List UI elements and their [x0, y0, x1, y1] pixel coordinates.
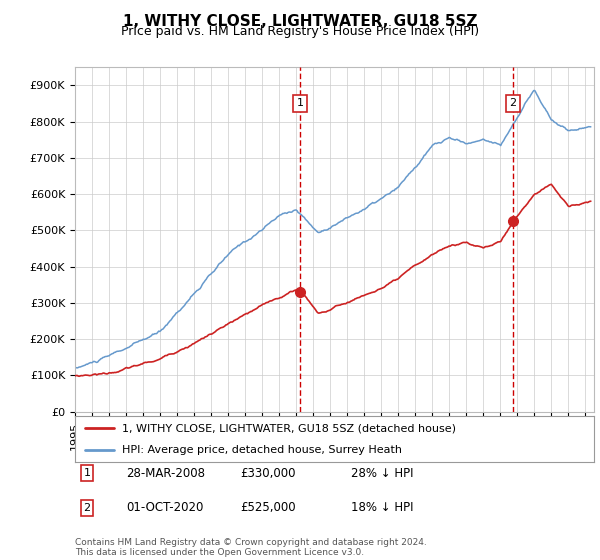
Text: £525,000: £525,000 — [240, 501, 296, 515]
Text: 2: 2 — [83, 503, 91, 513]
Text: 1: 1 — [83, 468, 91, 478]
Text: 28% ↓ HPI: 28% ↓ HPI — [351, 466, 413, 480]
Text: £330,000: £330,000 — [240, 466, 296, 480]
Text: 1, WITHY CLOSE, LIGHTWATER, GU18 5SZ: 1, WITHY CLOSE, LIGHTWATER, GU18 5SZ — [123, 14, 477, 29]
Text: 2: 2 — [509, 99, 517, 109]
Text: HPI: Average price, detached house, Surrey Heath: HPI: Average price, detached house, Surr… — [122, 445, 402, 455]
Text: Price paid vs. HM Land Registry's House Price Index (HPI): Price paid vs. HM Land Registry's House … — [121, 25, 479, 38]
Text: 1: 1 — [296, 99, 304, 109]
Text: 28-MAR-2008: 28-MAR-2008 — [126, 466, 205, 480]
Text: 01-OCT-2020: 01-OCT-2020 — [126, 501, 203, 515]
Text: Contains HM Land Registry data © Crown copyright and database right 2024.
This d: Contains HM Land Registry data © Crown c… — [75, 538, 427, 557]
Text: 18% ↓ HPI: 18% ↓ HPI — [351, 501, 413, 515]
Text: 1, WITHY CLOSE, LIGHTWATER, GU18 5SZ (detached house): 1, WITHY CLOSE, LIGHTWATER, GU18 5SZ (de… — [122, 423, 456, 433]
